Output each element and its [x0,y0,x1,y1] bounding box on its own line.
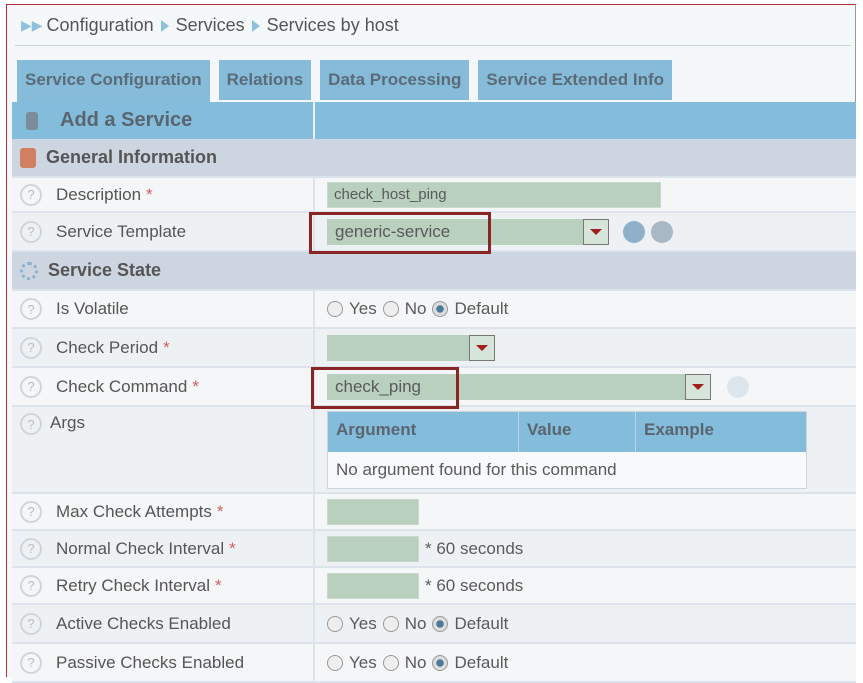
row-max-check-attempts: ? Max Check Attempts * [12,494,856,531]
help-icon[interactable]: ? [20,612,42,635]
help-icon[interactable]: ? [20,298,42,320]
passive-default-radio[interactable] [432,654,449,671]
row-args: ? Args Argument Value Example No argument fo… [12,407,856,494]
active-default-radio[interactable] [432,615,449,632]
volatile-no-radio[interactable] [382,301,399,317]
row-passive-checks: ? Passive Checks Enabled Yes No Default [12,644,856,683]
info-icon[interactable] [727,375,749,398]
retry-check-interval-input[interactable] [327,572,419,599]
breadcrumb-services-by-host[interactable]: Services by host [266,15,399,35]
breadcrumb-configuration[interactable]: Configuration [46,15,154,35]
check-command-select[interactable]: check_ping [327,373,711,400]
help-icon[interactable]: ? [20,183,42,206]
help-icon[interactable]: ? [20,375,42,398]
tab-bar: Service Configuration Relations Data Pro… [17,60,673,106]
row-is-volatile: ? Is Volatile Yes No Default [12,291,856,329]
column-header: Value [519,412,636,452]
volatile-default-radio[interactable] [432,301,449,317]
args-empty-message: No argument found for this command [328,452,806,488]
row-active-checks: ? Active Checks Enabled Yes No Default [12,605,856,644]
column-header: Argument [328,412,519,452]
max-check-attempts-input[interactable] [327,498,419,525]
template-info-icon[interactable] [623,220,645,243]
tab-data-processing[interactable]: Data Processing [320,60,470,100]
template-settings-icon[interactable] [651,220,673,243]
help-icon[interactable]: ? [20,651,42,674]
help-icon[interactable]: ? [20,336,42,359]
help-icon[interactable]: ? [20,413,42,435]
breadcrumb-services[interactable]: Services [175,15,245,35]
section-service-state: Service State [12,252,856,291]
tab-relations[interactable]: Relations [218,60,312,100]
separator-icon [160,19,169,32]
row-description: ? Description * check_host_ping [12,178,856,213]
normal-check-interval-input[interactable] [327,535,419,562]
passive-no-radio[interactable] [382,654,399,671]
section-general-information: General Information [12,139,856,178]
chevron-down-icon[interactable] [469,334,495,361]
form-title: Add a Service [60,109,193,131]
database-icon [26,111,38,130]
clipboard-icon [20,147,36,168]
service-form: Add a Service General Information ? Descr… [12,102,856,683]
row-retry-check-interval: ? Retry Check Interval * * 60 seconds [12,568,856,605]
tab-service-configuration[interactable]: Service Configuration [17,60,210,106]
passive-yes-radio[interactable] [327,654,343,671]
breadcrumb: ▶▶ Configuration Services Services by ho… [21,15,399,36]
description-input[interactable]: check_host_ping [327,181,661,208]
chevron-down-icon[interactable] [685,373,711,400]
volatile-yes-radio[interactable] [327,301,343,317]
chevron-down-icon[interactable] [583,218,609,245]
row-check-period: ? Check Period * [12,329,856,368]
row-check-command: ? Check Command * check_ping [12,367,856,409]
service-template-select[interactable]: generic-service [327,218,609,245]
form-header: Add a Service [12,102,856,139]
active-no-radio[interactable] [382,615,399,632]
active-yes-radio[interactable] [327,615,343,632]
help-icon[interactable]: ? [20,537,42,560]
divider [15,45,851,46]
row-normal-check-interval: ? Normal Check Interval * * 60 seconds [12,531,856,568]
help-icon[interactable]: ? [20,220,42,243]
breadcrumb-home-icon: ▶▶ [21,17,43,33]
gear-icon [20,261,38,280]
tab-service-extended-info[interactable]: Service Extended Info [478,60,673,100]
args-table: Argument Value Example No argument found fo… [327,411,807,489]
help-icon[interactable]: ? [20,500,42,523]
separator-icon [251,19,260,32]
column-header: Example [644,420,714,439]
help-icon[interactable]: ? [20,574,42,597]
row-service-template: ? Service Template generic-service [12,212,856,254]
highlight-box [311,367,459,409]
check-period-select[interactable] [327,334,495,361]
highlight-box [309,212,491,254]
